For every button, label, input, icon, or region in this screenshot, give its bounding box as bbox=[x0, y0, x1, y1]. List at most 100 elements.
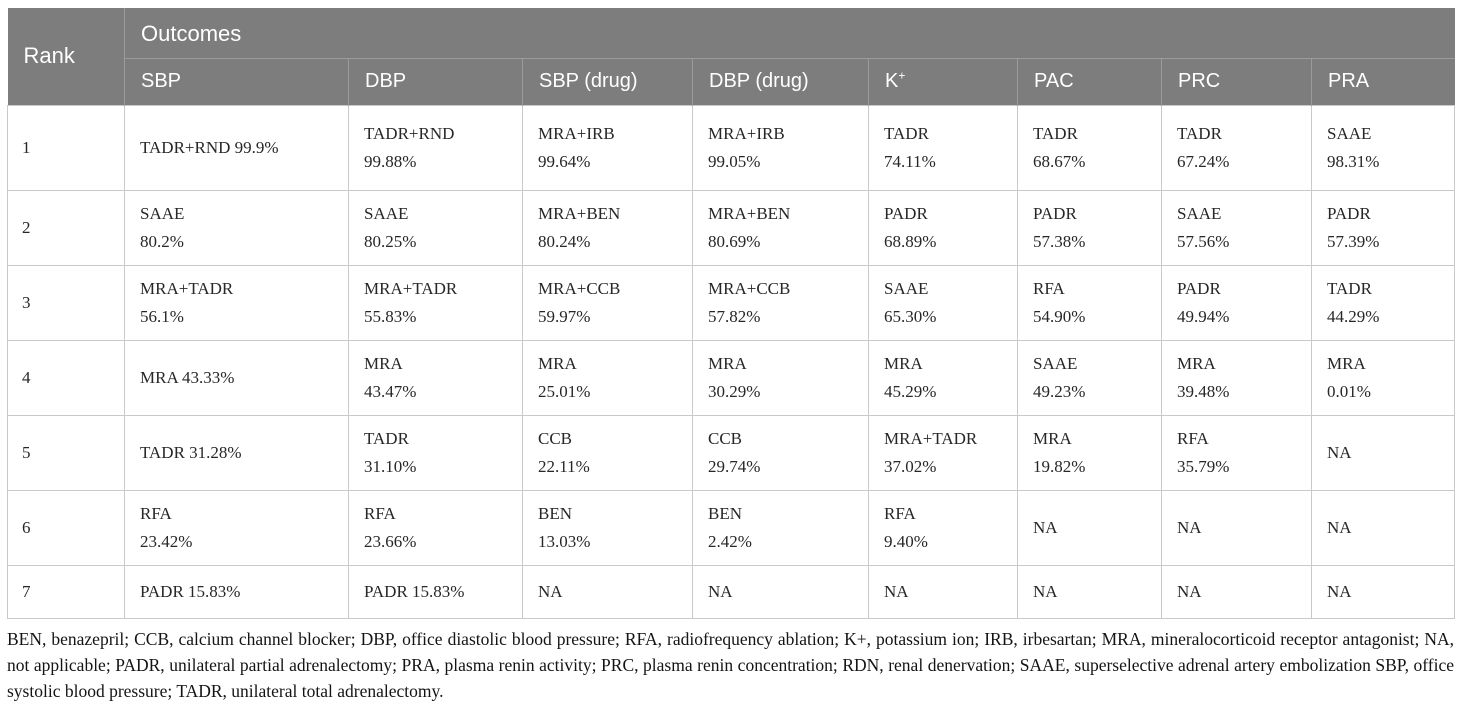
outcome-cell: SAAE 57.56% bbox=[1161, 189, 1312, 266]
column-header-label: SBP (drug) bbox=[539, 70, 638, 92]
cell-line: PADR bbox=[1033, 203, 1077, 223]
cell-line: 68.89% bbox=[884, 231, 937, 251]
superscript: + bbox=[898, 68, 906, 83]
cell-line: MRA+IRB bbox=[708, 123, 785, 143]
cell-line: SAAE bbox=[1177, 203, 1222, 223]
cell-line: 80.69% bbox=[708, 231, 761, 251]
cell-line: TADR+RND bbox=[364, 123, 455, 143]
column-header-label: K bbox=[885, 70, 899, 92]
column-header-label: DBP bbox=[365, 70, 407, 92]
cell-line: TADR bbox=[364, 428, 409, 448]
outcome-cell: PADR 49.94% bbox=[1161, 264, 1312, 341]
cell-line: SAAE bbox=[884, 278, 929, 298]
cell-line: 49.23% bbox=[1033, 381, 1086, 401]
outcome-cell: PADR 57.39% bbox=[1310, 189, 1456, 266]
cell-line: MRA+TADR bbox=[884, 428, 978, 448]
outcome-cell: MRA 39.48% bbox=[1161, 339, 1312, 416]
cell-line: 68.67% bbox=[1033, 151, 1086, 171]
outcome-cell: BEN 13.03% bbox=[522, 489, 693, 566]
table-header: Rank Outcomes SBP DBP SBP (drug) DBP (drug)… bbox=[7, 8, 1455, 105]
outcome-cell: BEN 2.42% bbox=[692, 489, 869, 566]
outcome-cell: NA bbox=[1161, 564, 1312, 619]
cell-line: 99.88% bbox=[364, 151, 417, 171]
outcome-cell: NA bbox=[1161, 489, 1312, 566]
column-header-label: PRA bbox=[1328, 70, 1370, 92]
outcomes-group-header: Outcomes bbox=[123, 8, 1455, 58]
rank-cell: 1 bbox=[7, 104, 125, 191]
cell-line: 25.01% bbox=[538, 381, 591, 401]
outcome-cell: CCB 22.11% bbox=[522, 414, 693, 491]
outcome-cell: NA bbox=[1017, 564, 1162, 619]
cell-line: 67.24% bbox=[1177, 151, 1230, 171]
cell-line: NA bbox=[1033, 581, 1058, 601]
outcome-cell: TADR 31.28% bbox=[124, 414, 349, 491]
column-header-label: DBP (drug) bbox=[709, 70, 809, 92]
cell-line: 2.42% bbox=[708, 531, 752, 551]
outcome-cell: RFA 23.42% bbox=[124, 489, 349, 566]
table-row-rank-6: 6 RFA 23.42% RFA 23.66% BEN 13.03% BEN 2.42% RFA 9… bbox=[7, 489, 1456, 566]
cell-line: NA bbox=[1177, 581, 1202, 601]
cell-line: 59.97% bbox=[538, 306, 591, 326]
outcome-cell: NA bbox=[692, 564, 869, 619]
outcome-cell: SAAE 80.2% bbox=[124, 189, 349, 266]
outcome-cell: MRA 19.82% bbox=[1017, 414, 1162, 491]
cell-line: MRA 43.33% bbox=[140, 367, 235, 387]
table-row-rank-1: 1 TADR+RND 99.9% TADR+RND 99.88% MRA+IRB 99.6… bbox=[7, 104, 1456, 191]
column-header-dbp-drug: DBP (drug) bbox=[692, 57, 869, 105]
cell-line: PADR 15.83% bbox=[364, 581, 465, 601]
cell-line: 13.03% bbox=[538, 531, 591, 551]
cell-line: MRA bbox=[1327, 353, 1366, 373]
rank-cell: 3 bbox=[7, 264, 125, 341]
outcome-cell: MRA+CCB 59.97% bbox=[522, 264, 693, 341]
outcome-cell: PADR 15.83% bbox=[348, 564, 523, 619]
cell-line: TADR bbox=[1327, 278, 1372, 298]
outcome-cell: SAAE 98.31% bbox=[1310, 104, 1456, 191]
column-header-pac: PAC bbox=[1017, 57, 1162, 105]
cell-line: 99.05% bbox=[708, 151, 761, 171]
cell-line: TADR bbox=[1177, 123, 1222, 143]
cell-line: 45.29% bbox=[884, 381, 937, 401]
cell-line: BEN bbox=[708, 503, 742, 523]
rank-cell: 2 bbox=[7, 189, 125, 266]
outcome-cell: NA bbox=[868, 564, 1018, 619]
cell-line: MRA bbox=[1033, 428, 1072, 448]
abbreviations-footnote: BEN, benazepril; CCB, calcium channel bl… bbox=[7, 628, 1454, 701]
cell-line: MRA bbox=[364, 353, 403, 373]
outcome-cell: MRA+BEN 80.69% bbox=[692, 189, 869, 266]
cell-line: 74.11% bbox=[884, 151, 936, 171]
outcome-cell: MRA 43.33% bbox=[124, 339, 349, 416]
cell-line: CCB bbox=[538, 428, 573, 448]
cell-line: TADR+RND 99.9% bbox=[140, 137, 279, 157]
cell-line: TADR bbox=[1033, 123, 1078, 143]
outcome-cell: PADR 15.83% bbox=[124, 564, 349, 619]
outcome-cell: TADR 68.67% bbox=[1017, 104, 1162, 191]
cell-line: 44.29% bbox=[1327, 306, 1380, 326]
outcome-cell: SAAE 80.25% bbox=[348, 189, 523, 266]
column-header-prc: PRC bbox=[1161, 57, 1312, 105]
cell-line: 29.74% bbox=[708, 456, 761, 476]
cell-line: 22.11% bbox=[538, 456, 590, 476]
cell-line: MRA bbox=[1177, 353, 1216, 373]
cell-line: 55.83% bbox=[364, 306, 417, 326]
outcome-cell: SAAE 65.30% bbox=[868, 264, 1018, 341]
cell-line: 99.64% bbox=[538, 151, 591, 171]
outcome-cell: NA bbox=[522, 564, 693, 619]
table-row-rank-2: 2 SAAE 80.2% SAAE 80.25% MRA+BEN 80.24% MRA+BEN… bbox=[7, 189, 1456, 266]
cell-line: 98.31% bbox=[1327, 151, 1380, 171]
cell-line: MRA+TADR bbox=[140, 278, 234, 298]
cell-line: 19.82% bbox=[1033, 456, 1086, 476]
outcome-cell: RFA 9.40% bbox=[868, 489, 1018, 566]
cell-line: 23.66% bbox=[364, 531, 417, 551]
cell-line: NA bbox=[1177, 517, 1202, 537]
header-subrow: SBP DBP SBP (drug) DBP (drug) K+ PAC PRC PRA bbox=[8, 57, 1455, 105]
outcome-cell: PADR 57.38% bbox=[1017, 189, 1162, 266]
outcome-cell: TADR+RND 99.88% bbox=[348, 104, 523, 191]
cell-line: NA bbox=[1033, 517, 1058, 537]
outcome-cell: MRA+TADR 56.1% bbox=[124, 264, 349, 341]
cell-line: 57.39% bbox=[1327, 231, 1380, 251]
table-row-rank-3: 3 MRA+TADR 56.1% MRA+TADR 55.83% MRA+CCB 59.97… bbox=[7, 264, 1456, 341]
outcome-cell: NA bbox=[1310, 489, 1456, 566]
cell-line: MRA bbox=[708, 353, 747, 373]
cell-line: RFA bbox=[1177, 428, 1209, 448]
